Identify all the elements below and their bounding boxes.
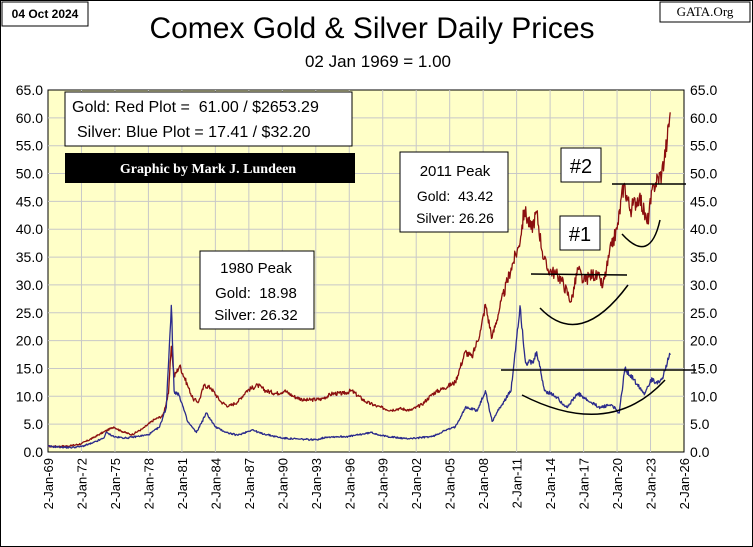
cup-curve-1 <box>539 284 629 326</box>
marker-2-box <box>560 147 602 183</box>
y-tick-label-right: 35.0 <box>690 249 717 265</box>
legend-gold: Gold: Red Plot = 61.00 / $2653.29 <box>72 99 319 116</box>
y-tick-label-left: 5.0 <box>24 416 44 432</box>
y-tick-label-right: 15.0 <box>690 360 717 376</box>
chart-date: 04 Oct 2024 <box>12 7 79 21</box>
gold-series-line <box>47 112 671 448</box>
y-tick-label-left: 15.0 <box>16 360 43 376</box>
legend-box <box>64 91 353 147</box>
y-tick-label-left: 45.0 <box>16 193 43 209</box>
x-tick-label: 2-Jan-72 <box>74 458 89 509</box>
x-tick-label: 2-Jan-26 <box>677 458 692 509</box>
y-tick-label-right: 0.0 <box>690 444 710 460</box>
y-tick-label-left: 20.0 <box>16 333 43 349</box>
y-tick-label-left: 60.0 <box>16 110 43 126</box>
grid-lines <box>48 90 684 452</box>
peak-1980-silver: Silver: 26.32 <box>214 307 297 324</box>
cup-curve-2 <box>621 219 661 248</box>
x-tick-label: 2-Jan-02 <box>409 458 424 509</box>
y-tick-label-right: 20.0 <box>690 333 717 349</box>
y-tick-label-right: 25.0 <box>690 305 717 321</box>
peak-1980-title: 1980 Peak <box>220 260 292 277</box>
x-tick-label: 2-Jan-11 <box>510 458 525 508</box>
x-tick-label: 2-Jan-96 <box>342 458 357 509</box>
y-tick-label-right: 40.0 <box>690 221 717 237</box>
peak-2011-box <box>399 151 509 233</box>
y-tick-label-right: 60.0 <box>690 110 717 126</box>
credit-box <box>65 153 355 183</box>
axes: 0.0 0.0 5.0 5.0 10.0 10.0 15.0 15.0 20.0 20.0 25.0… <box>16 82 718 509</box>
y-tick-label-left: 50.0 <box>16 166 43 182</box>
x-tick-label: 2-Jan-99 <box>376 458 391 509</box>
silver-series-line <box>47 304 671 449</box>
y-tick-label-right: 55.0 <box>690 138 717 154</box>
y-tick-label-left: 40.0 <box>16 221 43 237</box>
y-tick-label-right: 5.0 <box>690 416 710 432</box>
date-box <box>1 1 89 27</box>
x-tick-label: 2-Jan-17 <box>577 458 592 509</box>
y-tick-label-left: 30.0 <box>16 277 43 293</box>
y-tick-label-left: 0.0 <box>24 444 44 460</box>
y-tick-label-right: 30.0 <box>690 277 717 293</box>
marker-2-label: #2 <box>570 156 592 178</box>
y-tick-label-left: 55.0 <box>16 138 43 154</box>
resistance-line-gold-1 <box>530 273 628 276</box>
credit-text: Graphic by Mark J. Lundeen <box>120 162 296 177</box>
peak-2011-gold: Gold: 43.42 <box>417 188 493 204</box>
y-tick-label-left: 65.0 <box>16 82 43 98</box>
x-tick-label: 2-Jan-81 <box>175 458 190 509</box>
overlay-lines <box>501 183 696 415</box>
x-tick-label: 2-Jan-20 <box>610 458 625 509</box>
peak-1980-box <box>199 250 315 330</box>
series-layer <box>47 112 671 449</box>
peak-1980-gold: Gold: 18.98 <box>215 285 297 302</box>
x-tick-label: 2-Jan-87 <box>242 458 257 509</box>
peak-2011-title: 2011 Peak <box>420 163 491 180</box>
y-tick-label-right: 45.0 <box>690 193 717 209</box>
y-tick-label-left: 25.0 <box>16 305 43 321</box>
x-tick-label: 2-Jan-69 <box>41 458 56 509</box>
peak-2011-silver: Silver: 26.26 <box>416 210 494 226</box>
chart-source: GATA.Org <box>677 4 734 19</box>
y-tick-label-left: 10.0 <box>16 388 43 404</box>
x-tick-label: 2-Jan-75 <box>108 458 123 509</box>
x-tick-label: 2-Jan-90 <box>275 458 290 509</box>
legend-silver: Silver: Blue Plot = 17.41 / $32.20 <box>77 124 311 141</box>
y-tick-label-left: 35.0 <box>16 249 43 265</box>
chart-title: Comex Gold & Silver Daily Prices <box>149 12 594 45</box>
x-tick-label: 2-Jan-08 <box>476 458 491 509</box>
x-tick-label: 2-Jan-84 <box>208 458 223 509</box>
cup-curve-silver <box>521 379 666 415</box>
marker-1-box <box>559 215 601 251</box>
y-tick-label-right: 10.0 <box>690 388 717 404</box>
x-tick-label: 2-Jan-14 <box>543 458 558 509</box>
y-tick-label-right: 50.0 <box>690 166 717 182</box>
source-box <box>659 1 751 23</box>
y-tick-label-right: 65.0 <box>690 82 717 98</box>
x-tick-label: 2-Jan-93 <box>309 458 324 509</box>
marker-1-label: #1 <box>569 224 591 246</box>
x-tick-label: 2-Jan-78 <box>141 458 156 509</box>
x-tick-label: 2-Jan-23 <box>644 458 659 509</box>
chart-subtitle: 02 Jan 1969 = 1.00 <box>305 52 451 71</box>
x-tick-label: 2-Jan-05 <box>443 458 458 509</box>
